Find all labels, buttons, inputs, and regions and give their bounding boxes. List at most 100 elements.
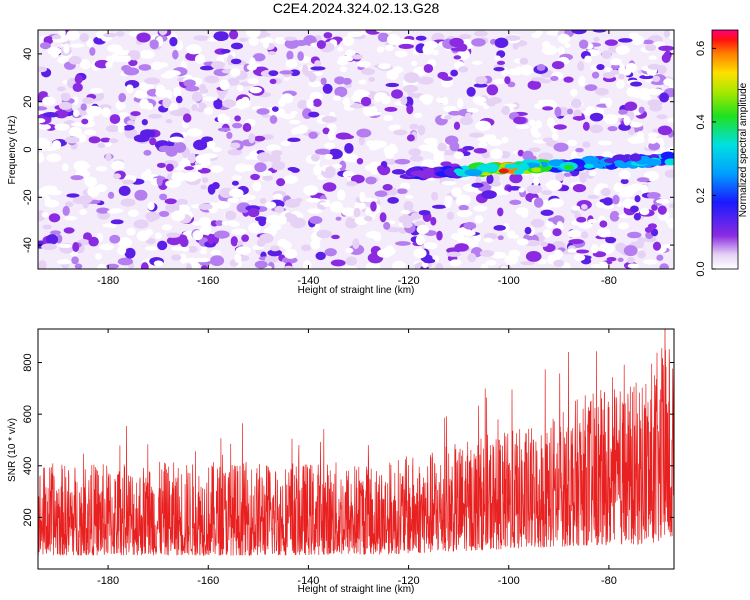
spectrogram-cell: [473, 205, 488, 212]
spectrogram-cell: [337, 46, 344, 52]
spectrogram-cell: [557, 46, 565, 55]
spectrogram-cell: [124, 247, 136, 259]
spectrogram-cell: [231, 228, 247, 235]
spectrogram-cell: [122, 179, 135, 185]
spectrogram-cell: [84, 176, 98, 188]
spectrogram-cell: [561, 185, 569, 192]
spectrogram-cell: [264, 255, 279, 264]
spectrogram-cell: [194, 54, 206, 64]
spectrogram-cell: [308, 111, 320, 118]
spectrogram-cell: [244, 155, 254, 160]
spectrogram-cell: [97, 142, 106, 149]
spectrogram-cell: [331, 163, 343, 169]
spectrogram-cell: [618, 73, 625, 80]
spectrogram-cell: [540, 241, 548, 247]
spectrogram-cell: [271, 149, 283, 157]
spectrogram-cell: [471, 38, 486, 47]
spectrogram-cell: [308, 72, 317, 83]
spectrogram-cell: [356, 157, 364, 165]
spectrogram-cell: [368, 77, 376, 82]
spectrogram-cell: [230, 236, 238, 247]
spectrogram-cell: [192, 230, 204, 241]
x-tick-label: -100: [498, 275, 520, 287]
spectrogram-cell: [610, 58, 622, 66]
spectrogram-cell: [345, 217, 354, 226]
spectrogram-cell: [536, 64, 546, 71]
y-tick-label: 20: [22, 96, 34, 108]
spectrogram-cell: [356, 128, 372, 138]
spectrogram-cell: [352, 238, 360, 250]
spectrogram-cell: [286, 50, 294, 61]
spectrogram-cell: [330, 201, 343, 212]
spectrogram-cell: [647, 132, 659, 138]
spectrogram-cell: [312, 98, 322, 107]
spectrogram-cell: [513, 116, 527, 125]
spectrogram-cell: [640, 95, 652, 101]
spectrogram-cell: [331, 234, 340, 240]
spectrogram-cell: [602, 197, 614, 206]
spectrogram-cell: [486, 174, 494, 185]
spectrogram-cell: [335, 216, 342, 221]
spectrogram-cell: [623, 115, 631, 126]
spectrogram-cell: [181, 246, 190, 252]
spectrogram-cell: [517, 149, 524, 157]
spectrogram-cell: [107, 191, 115, 199]
spectrogram-cell: [105, 125, 120, 133]
spectrogram-cell: [156, 175, 163, 187]
spectrogram-cell: [407, 86, 414, 97]
spectrogram-cell: [437, 142, 447, 152]
spectrogram-cell: [554, 249, 563, 259]
spectrogram-cell: [41, 212, 49, 218]
spectrogram-cell: [411, 60, 418, 67]
spectrogram-cell: [409, 155, 424, 162]
spectrogram-ridge-cell: [482, 163, 499, 173]
spectrogram-cell: [201, 136, 214, 143]
spectrogram-cell: [384, 106, 398, 112]
spectrogram-cell: [191, 91, 203, 102]
spectrogram-cell: [400, 95, 408, 106]
spectrogram-cell: [108, 138, 119, 144]
spectrogram-cell: [82, 97, 95, 104]
spectrogram-cell: [520, 261, 536, 266]
spectrogram-cell: [162, 97, 171, 109]
spectrogram-cell: [342, 77, 352, 85]
spectrogram-cell: [415, 35, 427, 41]
spectrogram-cell: [143, 149, 152, 156]
spectrogram-cell: [557, 33, 571, 44]
spectrogram-cell: [224, 210, 237, 221]
spectrogram-cell: [458, 43, 468, 52]
spectrogram-cell: [125, 84, 134, 94]
spectrogram-cell: [213, 98, 223, 110]
spectrogram-cell: [582, 121, 590, 131]
spectrogram-cell: [542, 229, 552, 238]
spectrogram-cell: [504, 76, 511, 85]
spectrogram-cell: [528, 147, 541, 153]
spectrogram-cell: [51, 34, 62, 40]
spectrogram-cell: [218, 91, 225, 101]
spectrogram-cell: [591, 71, 600, 79]
spectrogram-cell: [206, 140, 216, 149]
spectrogram-cell: [248, 37, 259, 46]
spectrogram-cell: [589, 112, 604, 122]
spectrogram-cell: [657, 205, 667, 215]
spectrogram-cell: [578, 39, 589, 50]
spectrogram-cell: [624, 101, 638, 112]
spectrogram-cell: [516, 238, 529, 246]
spectrogram-cell: [449, 259, 462, 267]
spectrogram-cell: [386, 69, 399, 80]
spectrogram-cell: [111, 160, 125, 171]
spectrogram-cell: [88, 136, 101, 144]
spectrogram-cell: [322, 83, 333, 94]
spectrogram-cell: [310, 66, 326, 71]
spectrogram-cell: [168, 102, 179, 112]
spectrogram-cell: [466, 86, 476, 97]
spectrogram-cell: [191, 103, 199, 111]
spectrogram-cell: [618, 38, 633, 43]
spectrogram-cell: [588, 170, 597, 177]
spectrogram-cell: [262, 38, 270, 49]
spectrogram-cell: [77, 195, 93, 204]
spectrogram-cell: [648, 141, 661, 151]
spectrogram-cell: [552, 228, 562, 237]
spectrogram-cell: [486, 84, 499, 96]
spectrogram-cell: [630, 35, 645, 45]
